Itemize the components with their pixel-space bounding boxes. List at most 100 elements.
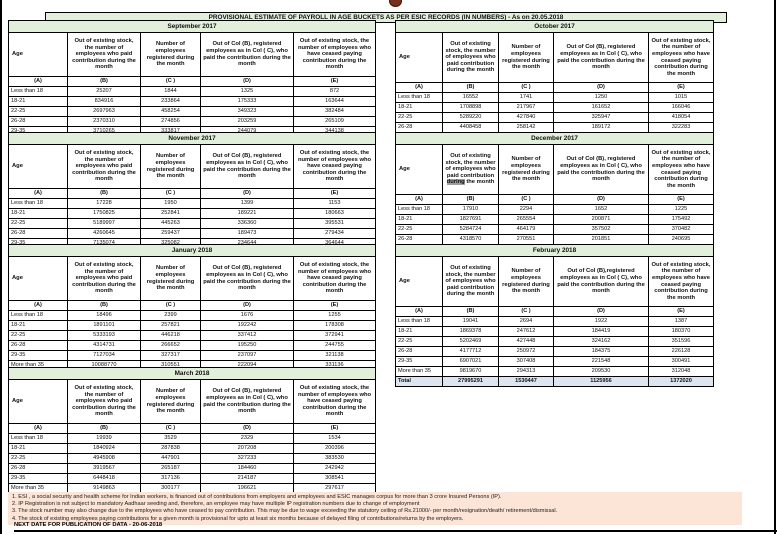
age-row-label: 18-21	[8, 96, 68, 107]
cell-c: 257821	[140, 320, 201, 331]
report-title: PROVISIONAL ESTIMATE OF PAYROLL IN AGE B…	[45, 12, 727, 23]
column-letter-b: (B)	[442, 82, 499, 93]
cell-b: 834916	[67, 96, 141, 107]
col-d-header: Out of Col (B), registered employees as …	[200, 144, 294, 189]
cell-e: 370482	[647, 224, 715, 235]
cell-c: 446218	[140, 330, 201, 341]
month-table-february-2018: February 2018 Age Out of existing stock, t…	[394, 244, 715, 387]
age-row-label: 22-25	[8, 106, 68, 117]
age-row-26-28: 26-28 4408458 258142 189172 322283	[395, 122, 715, 133]
cell-b: 1708898	[442, 102, 499, 113]
col-d-header: Out of Col (B), registered employees as …	[200, 379, 294, 424]
cell-b: 19041	[442, 316, 499, 327]
cell-c: 233864	[140, 96, 201, 107]
col-d-header: Out of Col (B), registered employees as …	[200, 256, 294, 301]
age-row-label: 29-35	[8, 473, 68, 484]
column-letter-d: (D)	[553, 306, 649, 317]
column-letter-c: (C )	[140, 76, 201, 87]
age-row-label: 29-35	[8, 350, 68, 361]
cell-e: 163644	[293, 96, 376, 107]
page-right-border	[774, 0, 776, 534]
cell-b: 1869378	[442, 326, 499, 337]
cell-e: 351596	[647, 336, 715, 347]
cell-c: 265187	[140, 463, 201, 474]
cell-b: 1840924	[67, 443, 141, 454]
col-c-header: Number of employees registered during th…	[498, 144, 554, 195]
cell-e: 180663	[292, 208, 377, 219]
cell-d: 195250	[200, 340, 294, 351]
age-row-label: Less than 18	[8, 433, 68, 444]
total-label: Total	[395, 376, 443, 387]
column-letter-d: (D)	[200, 300, 294, 311]
age-row-label: 26-28	[395, 346, 443, 357]
age-row-label: 26-28	[395, 234, 443, 245]
column-letter-a: (A)	[8, 423, 68, 434]
age-row-label: 22-25	[395, 112, 443, 123]
cell-b: 7127034	[67, 350, 141, 361]
cell-e: 180370	[647, 326, 715, 337]
cell-c: 252841	[140, 208, 201, 219]
cell-d: 207208	[200, 443, 294, 454]
cell-b: 5289220	[442, 112, 499, 123]
column-letter-e: (E)	[647, 306, 715, 317]
cell-c: 2399	[140, 310, 201, 321]
age-column-header: Age	[8, 256, 68, 301]
age-row-22-25: 22-25 5289220 427840 325947 418054	[395, 112, 715, 123]
age-row-26-28: 26-28 4314731 266652 195250 244755	[8, 340, 376, 351]
cell-c: 327317	[140, 350, 201, 361]
month-table-november-2017: November 2017 Age Out of existing stock, t…	[7, 132, 377, 269]
age-row-29-35: 29-35 6448418 317136 214187 308541	[8, 473, 377, 484]
selection-highlight: during	[446, 179, 465, 186]
cell-b: 1750825	[67, 208, 141, 219]
cell-c: 447901	[140, 453, 201, 464]
cell-d: 325947	[553, 112, 649, 123]
cell-c: 270551	[498, 234, 554, 245]
column-letter-c: (C )	[140, 423, 201, 434]
cell-e: 166046	[647, 102, 715, 113]
cell-d: 1325	[200, 86, 294, 97]
age-row-less-than-18: Less than 18 25207 1844 1325 872	[8, 86, 376, 97]
cell-d: 1652	[553, 204, 649, 215]
age-column-header: Age	[395, 32, 443, 83]
column-letter-b: (B)	[442, 194, 499, 205]
month-header: October 2017	[394, 20, 715, 33]
col-b-header: Out of existing stock, the number of emp…	[67, 379, 141, 424]
next-publication-date: NEXT DATE FOR PUBLICATION OF DATA - 20-0…	[14, 522, 163, 528]
cell-b: 3919567	[67, 463, 141, 474]
col-c-header: Number of employees registered during th…	[140, 32, 201, 77]
col-c-header: Number of employees registered during th…	[140, 256, 201, 301]
cell-e: 300491	[647, 356, 715, 367]
age-column-header: Age	[395, 256, 443, 307]
cell-e: 265109	[293, 116, 376, 127]
column-letter-a: (A)	[395, 194, 443, 205]
cell-c: 445263	[140, 218, 201, 229]
cell-d: 1922	[553, 316, 649, 327]
age-row-22-25: 22-25 5189997 445263 336360 395531	[8, 218, 377, 229]
cell-e: 308541	[292, 473, 377, 484]
cell-e: 395531	[292, 218, 377, 229]
cell-e: 383530	[292, 453, 377, 464]
cell-d: 336360	[200, 218, 294, 229]
age-row-22-25: 22-25 5202469 427448 324162 351596	[395, 336, 715, 347]
cell-d: 1399	[200, 198, 294, 209]
age-row-22-25: 22-25 5333193 446218 337412 372941	[8, 330, 376, 341]
col-c-header: Number of employees registered during th…	[498, 256, 554, 307]
cell-e: 1387	[647, 316, 715, 327]
column-letter-e: (E)	[647, 82, 715, 93]
age-row-label: Less than 18	[395, 204, 443, 215]
column-letter-e: (E)	[292, 423, 377, 434]
col-e-header: Out of existing stock, the number of emp…	[292, 144, 377, 189]
column-letter-b: (B)	[442, 306, 499, 317]
age-column-header: Age	[8, 144, 68, 189]
cell-d: 201851	[553, 234, 649, 245]
cell-c: 265554	[498, 214, 554, 225]
column-letter-d: (D)	[200, 76, 294, 87]
column-letter-e: (E)	[292, 188, 377, 199]
page-left-border	[0, 0, 2, 534]
age-row-label: 22-25	[8, 330, 68, 341]
age-row-label: 22-25	[8, 218, 68, 229]
cell-c: 427448	[498, 336, 554, 347]
column-letter-a: (A)	[8, 76, 68, 87]
age-row-26-28: 26-28 3919567 265187 184460 242942	[8, 463, 377, 474]
month-header: November 2017	[7, 132, 377, 145]
